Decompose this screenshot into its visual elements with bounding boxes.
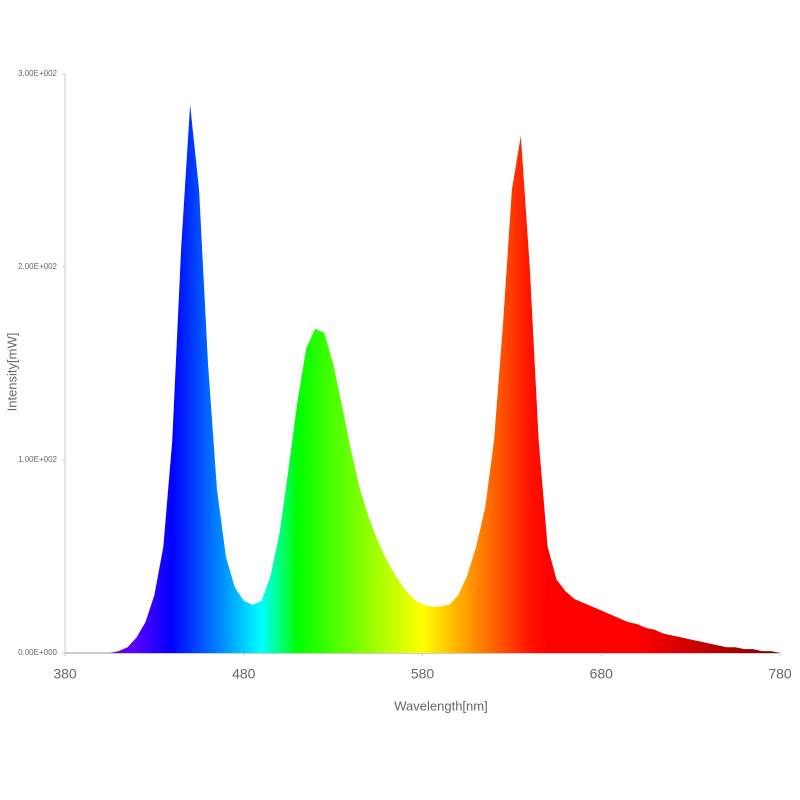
- x-tick-label: 680: [590, 666, 614, 682]
- y-tick-label: 2.00E+002: [18, 262, 57, 271]
- y-tick-label: 0.00E+000: [18, 648, 57, 657]
- y-axis-label: Intensity[mW]: [4, 333, 19, 412]
- x-tick-label: 380: [53, 666, 77, 682]
- x-tick-label: 580: [411, 666, 435, 682]
- x-axis-label: Wavelength[nm]: [394, 698, 487, 713]
- y-tick-label: 3.00E+002: [18, 69, 57, 78]
- y-tick-label: 1.00E+002: [18, 455, 57, 464]
- x-tick-label: 780: [768, 666, 792, 682]
- x-tick-label: 480: [232, 666, 256, 682]
- spectrum-area: [65, 104, 780, 653]
